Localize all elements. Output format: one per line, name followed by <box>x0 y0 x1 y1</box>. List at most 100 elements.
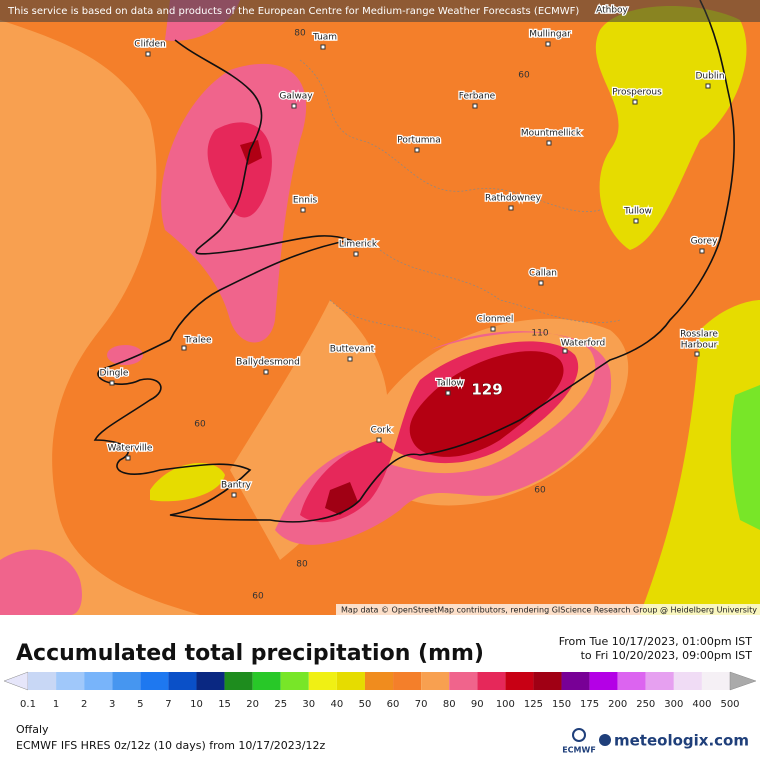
city-marker <box>490 326 496 332</box>
legend-label: 70 <box>415 699 428 710</box>
city-label: Limerick <box>339 240 378 250</box>
city-marker <box>538 280 544 286</box>
city-label: Bantry <box>221 481 252 491</box>
city-label: Tallow <box>435 379 463 389</box>
yellow-area <box>595 6 747 250</box>
legend-label: 40 <box>331 699 344 710</box>
city-label: Buttevant <box>330 345 375 355</box>
contour-labels: 60 60 60 60 80 80 110 129 <box>194 29 549 602</box>
city-label: Mountmellick <box>521 129 582 139</box>
city-marker <box>263 369 269 375</box>
legend-label: 150 <box>552 699 571 710</box>
yellow-area <box>150 463 225 502</box>
legend-label: 7 <box>165 699 171 710</box>
legend-swatch <box>561 672 590 690</box>
city-marker <box>562 348 568 354</box>
cities: Clifden Tuam Athboy Mullingar Dublin Gal… <box>98 4 726 498</box>
city-label: Callan <box>529 269 557 279</box>
legend-swatch <box>280 672 309 690</box>
city-label: Waterville <box>108 444 153 454</box>
legend-swatch <box>449 672 478 690</box>
legend-label: 100 <box>496 699 515 710</box>
city-label: Galway <box>279 92 313 102</box>
city-marker <box>347 356 353 362</box>
location: Offaly <box>16 723 49 736</box>
city-label: Mullingar <box>529 30 571 40</box>
legend-swatch <box>421 672 450 690</box>
legend-swatch <box>477 672 506 690</box>
city-label: Ferbane <box>459 92 496 102</box>
legend-label: 30 <box>302 699 315 710</box>
brand-logo <box>599 734 611 746</box>
city-label: Portumna <box>397 136 441 146</box>
legend-label: 25 <box>274 699 287 710</box>
contour-label: 110 <box>531 329 548 339</box>
city-marker <box>291 103 297 109</box>
legend-label: 2 <box>81 699 87 710</box>
dark-red-area <box>409 351 564 457</box>
city-marker <box>632 99 638 105</box>
banner: This service is based on data and produc… <box>7 6 579 17</box>
ecmwf-text: ECMWF <box>562 746 596 755</box>
city-label: Tralee <box>184 336 212 346</box>
legend-swatch <box>673 672 702 690</box>
legend-swatch <box>589 672 618 690</box>
legend-label: 60 <box>387 699 400 710</box>
city-label: Gorey <box>691 237 719 247</box>
city-label: Tuam <box>312 33 337 43</box>
legend-swatch <box>252 672 281 690</box>
legend-label: 175 <box>580 699 599 710</box>
ecmwf-logo <box>572 728 586 742</box>
city-label: Rosslare <box>680 330 718 340</box>
contour-label: 80 <box>296 560 308 570</box>
attribution-bg <box>336 604 760 615</box>
max-label: 129 <box>471 381 502 399</box>
city-marker <box>546 140 552 146</box>
legend-label: 3 <box>109 699 115 710</box>
legend-swatch <box>336 672 365 690</box>
legend-swatch <box>84 672 113 690</box>
city-marker <box>694 351 700 357</box>
legend-label: 300 <box>664 699 683 710</box>
legend-label: 5 <box>137 699 143 710</box>
banner-bg <box>0 0 760 22</box>
city-marker <box>353 251 359 257</box>
city-marker <box>231 492 237 498</box>
city-marker <box>376 437 382 443</box>
city-label: Waterford <box>561 339 606 349</box>
contour-label: 60 <box>252 592 264 602</box>
city-marker <box>181 345 187 351</box>
legend-swatch <box>140 672 169 690</box>
legend-swatch <box>224 672 253 690</box>
legend-arrow <box>3 671 29 691</box>
city-label: Tullow <box>623 207 652 217</box>
legend-swatch <box>112 672 141 690</box>
county-borders <box>299 59 621 341</box>
legend-label: 50 <box>359 699 372 710</box>
legend-swatch <box>533 672 562 690</box>
panel: Accumulated total precipitation (mm) Fro… <box>16 635 752 755</box>
city-marker <box>508 205 514 211</box>
city-marker <box>699 248 705 254</box>
legend-label: 20 <box>246 699 259 710</box>
period-to: to Fri 10/20/2023, 09:00pm IST <box>581 649 753 662</box>
brand: meteologix.com <box>614 732 749 750</box>
legend-swatch <box>196 672 225 690</box>
legend-label: 15 <box>218 699 231 710</box>
light-area <box>0 20 200 615</box>
pink-area <box>107 345 143 365</box>
city-label: Dingle <box>100 369 129 379</box>
city-label: Ballydesmond <box>236 358 300 368</box>
legend-label: 10 <box>190 699 203 710</box>
yellow-area <box>640 300 760 615</box>
legend-swatch <box>28 672 57 690</box>
city-marker <box>414 147 420 153</box>
green-area <box>730 385 760 530</box>
legend-arrow <box>729 671 757 691</box>
city-label: Clifden <box>134 40 165 50</box>
dark-red-area <box>325 482 358 515</box>
city-marker <box>545 41 551 47</box>
coastline <box>93 0 735 523</box>
dark-red-area <box>240 140 262 165</box>
